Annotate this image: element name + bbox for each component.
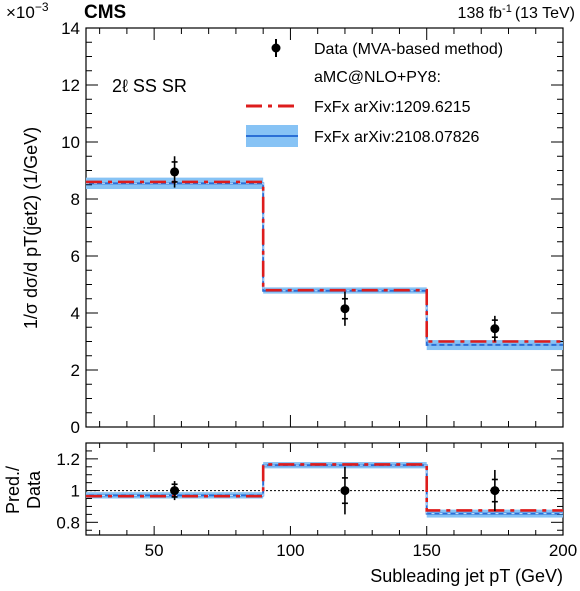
y-axis-label: 1/σ dσ/d pT(jet2) (1/GeV): [21, 127, 41, 329]
ratio-ytick-label: 1.2: [56, 450, 80, 469]
legend-data-marker: [271, 39, 281, 57]
legend-generator-label: aMC@NLO+PY8:: [314, 69, 441, 86]
lumi-label: 138 fb-1 (13 TeV): [458, 3, 575, 22]
ratio-y-label-line1: Pred./: [3, 466, 23, 514]
ratio-panel: 0.8 1 1.2 50 100 150 200: [56, 442, 577, 560]
main-ytick-label: 2: [71, 361, 80, 380]
main-panel: 0 2 4 6 8 10 12 14: [61, 19, 564, 437]
experiment-label: CMS: [84, 2, 126, 23]
uncertainty-band: [86, 177, 563, 351]
x-tick-label: 100: [276, 541, 304, 560]
legend: Data (MVA-based method) aMC@NLO+PY8: FxF…: [246, 39, 503, 147]
ratio-data-point-1: [170, 486, 180, 496]
ratio-ytick-label: 1: [71, 482, 80, 501]
exponent-label: ×10−3: [6, 0, 49, 22]
legend-pred-b-label: FxFx arXiv:2108.07826: [314, 129, 480, 146]
data-points: [170, 156, 500, 342]
ratio-prediction-lines: [86, 463, 563, 515]
main-data-point-3: [490, 324, 500, 334]
main-ytick-label: 0: [71, 418, 80, 437]
legend-data-label: Data (MVA-based method): [314, 41, 503, 58]
ratio-y-label-line2: Data: [24, 470, 44, 509]
ratio-frame: [85, 442, 564, 536]
region-label: 2ℓ SS SR: [112, 76, 187, 96]
main-ticks: 0 2 4 6 8 10 12 14: [61, 19, 564, 437]
ratio-data-point-2: [340, 486, 350, 496]
x-tick-label: 200: [549, 541, 577, 560]
ratio-pred-a-step: [86, 463, 563, 512]
main-pred-a-step: [86, 180, 563, 343]
main-ytick-label: 4: [71, 304, 80, 323]
ratio-data-points: [170, 466, 500, 515]
main-ytick-label: 12: [61, 76, 80, 95]
prediction-lines: [86, 180, 563, 346]
ratio-ticks: 0.8 1 1.2 50 100 150 200: [56, 443, 577, 560]
main-ytick-label: 14: [61, 19, 80, 38]
x-axis-label: Subleading jet pT (GeV): [370, 566, 563, 586]
main-pred-b-highlight: [86, 182, 563, 346]
legend-pred-a-label: FxFx arXiv:1209.6215: [314, 99, 471, 116]
main-ytick-label: 10: [61, 133, 80, 152]
main-ytick-label: 8: [71, 190, 80, 209]
main-ytick-label: 6: [71, 247, 80, 266]
main-data-point-2: [340, 304, 350, 314]
x-tick-label: 50: [145, 541, 164, 560]
main-pred-b-step: [86, 182, 563, 346]
x-tick-label: 150: [413, 541, 441, 560]
ratio-ytick-label: 0.8: [56, 513, 80, 532]
ratio-data-point-3: [490, 486, 500, 496]
main-data-point-1: [170, 167, 180, 177]
